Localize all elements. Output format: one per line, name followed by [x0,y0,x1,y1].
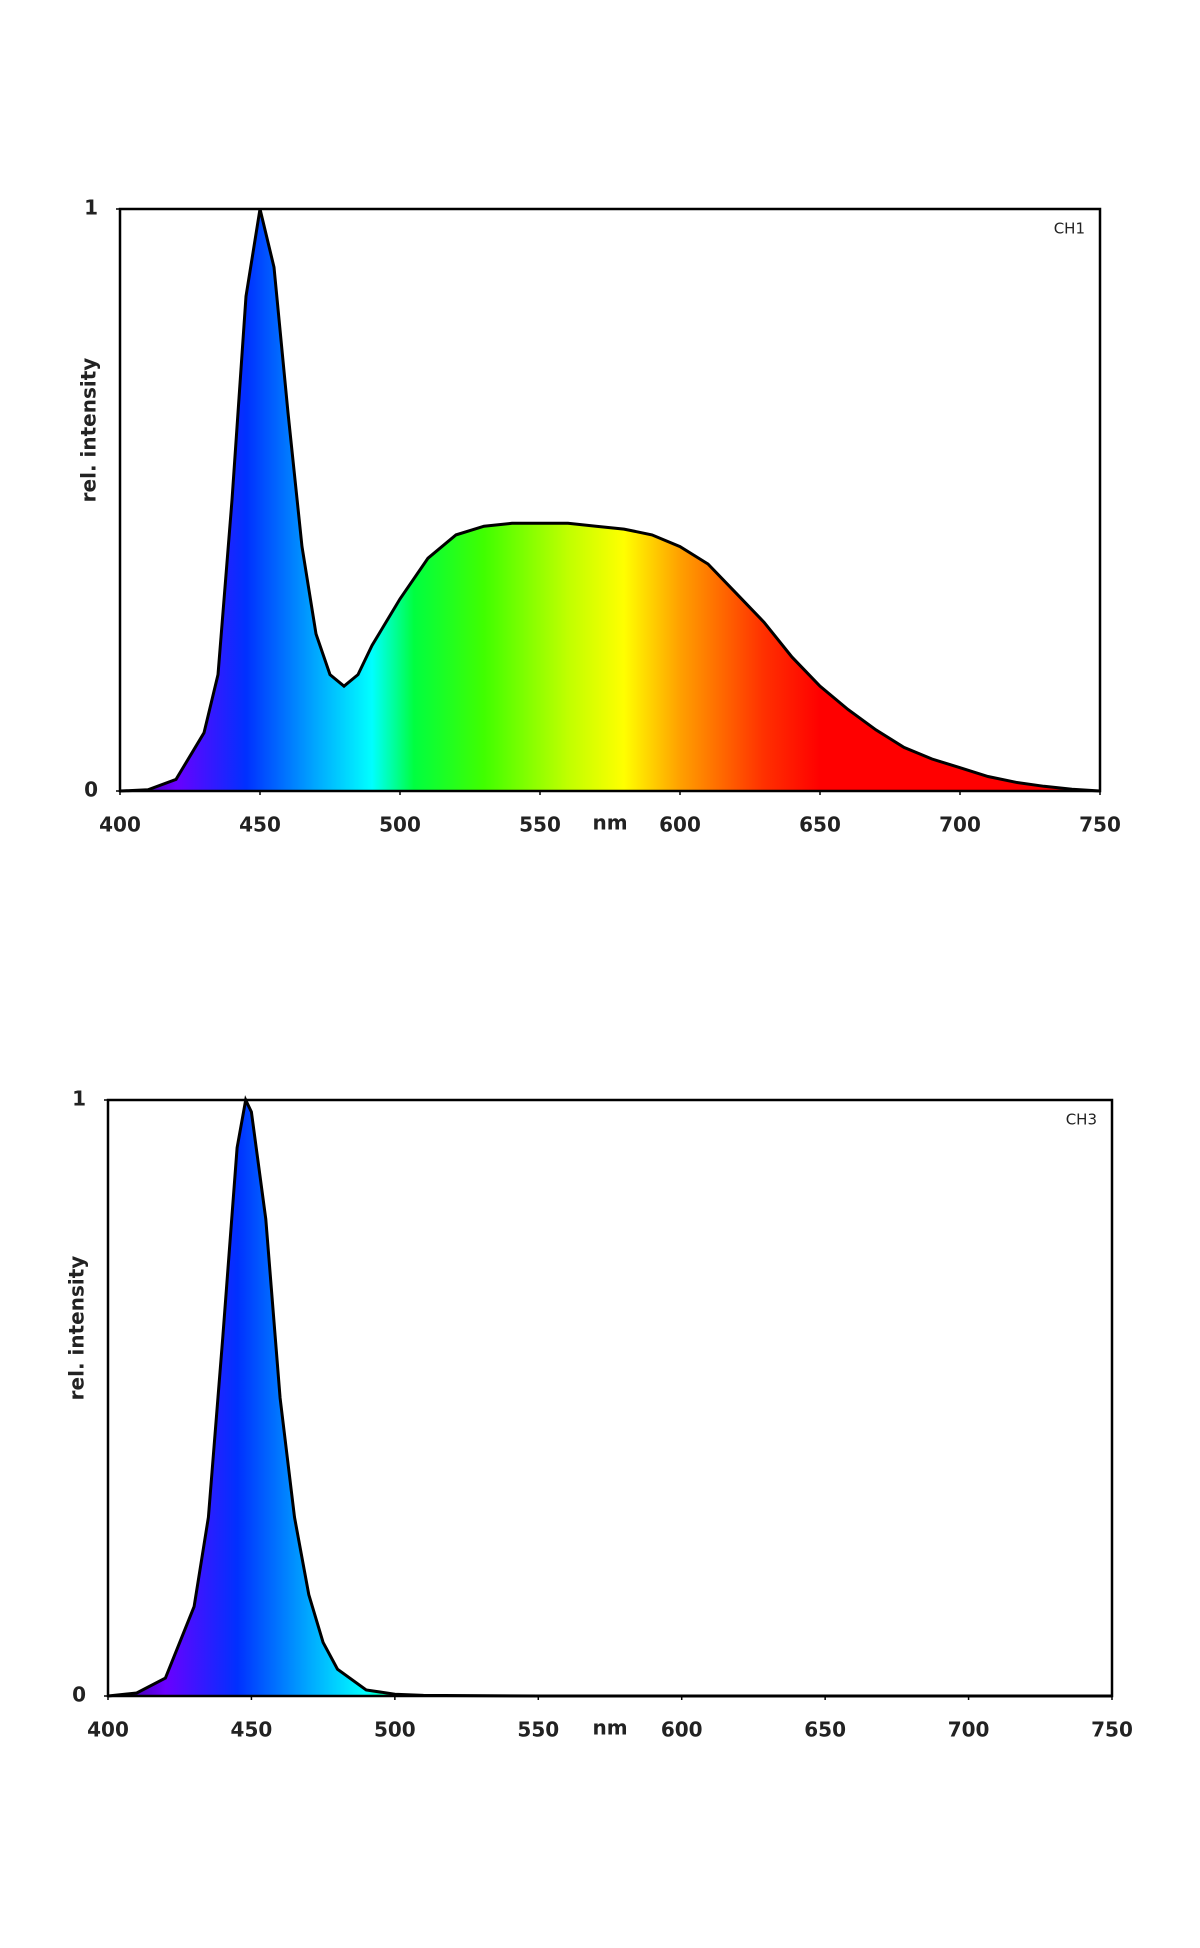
spectrum-area [108,1100,1112,1696]
y-axis-label: rel. intensity [65,1256,89,1401]
x-axis-label: nm [592,1716,627,1740]
plot-frame [118,207,1102,793]
spectrum-line [119,208,1101,793]
x-tick-label: 650 [799,813,841,837]
y-axis-label: rel. intensity [77,358,101,503]
x-tick-label: 550 [517,1718,559,1742]
x-tick-label: 600 [659,813,701,837]
y-tick-label: 1 [84,196,98,220]
x-tick-label: 400 [87,1718,129,1742]
spectrum-line [107,1095,1112,1698]
channel-label: CH1 [1054,220,1085,238]
x-tick-label: 750 [1091,1718,1133,1742]
x-tick-label: 450 [239,813,281,837]
x-tick-label: 450 [231,1718,273,1742]
x-tick-label: 750 [1079,813,1121,837]
plot-frame [106,1098,1114,1698]
x-tick-label: 650 [804,1718,846,1742]
x-tick-label: 500 [379,813,421,837]
x-axis-label: nm [592,811,627,835]
spectrum-area [120,209,1100,791]
y-tick-label: 0 [72,1683,86,1707]
x-tick-label: 400 [99,813,141,837]
x-tick-label: 500 [374,1718,416,1742]
x-tick-label: 550 [519,813,561,837]
x-tick-label: 700 [948,1718,990,1742]
y-tick-label: 0 [84,778,98,802]
channel-label: CH3 [1066,1111,1097,1129]
x-tick-label: 700 [939,813,981,837]
y-tick-label: 1 [72,1087,86,1111]
x-tick-label: 600 [661,1718,703,1742]
